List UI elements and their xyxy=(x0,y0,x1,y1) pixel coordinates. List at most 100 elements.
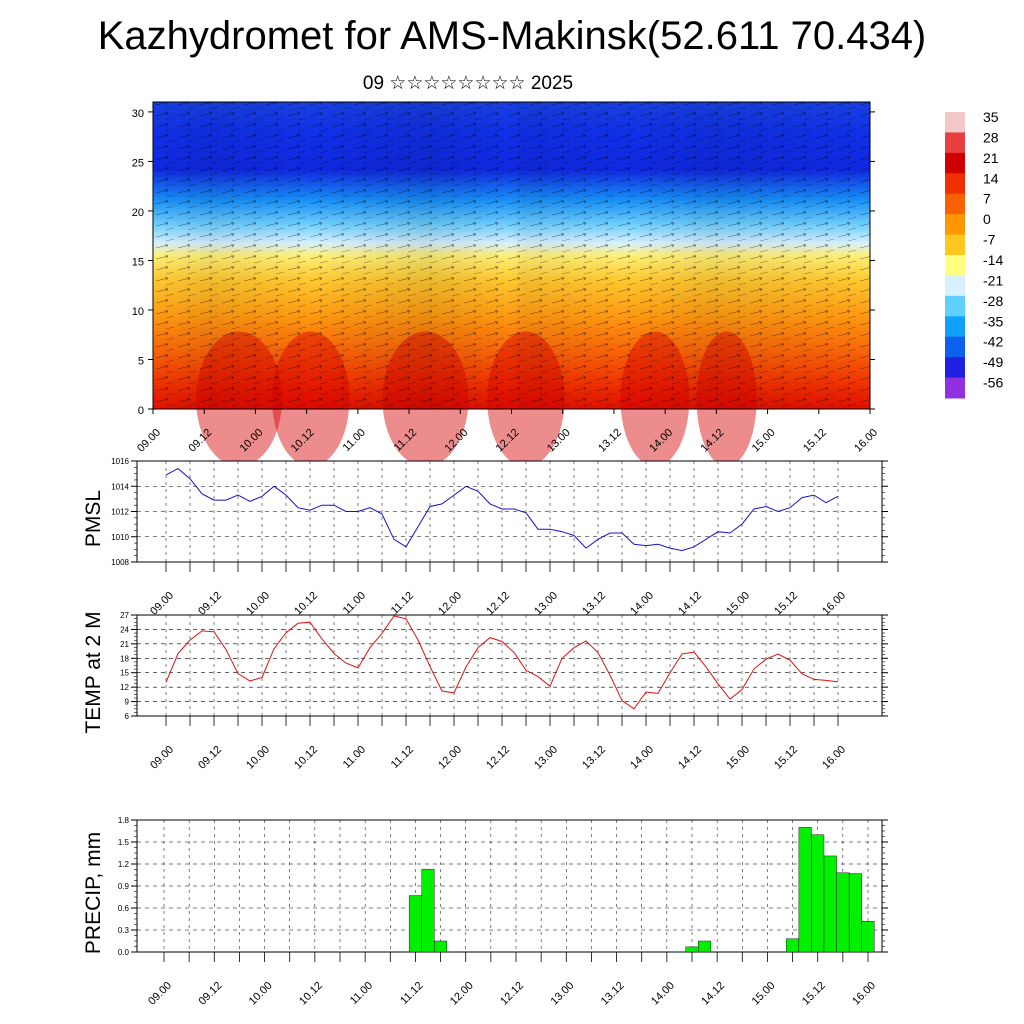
precip-bar xyxy=(836,872,850,953)
colorbar-swatch xyxy=(945,214,965,236)
precip-bar xyxy=(685,946,699,953)
colorbar-swatch xyxy=(945,173,965,195)
pmsl-ylabel: PMSL xyxy=(82,490,105,547)
temp-ytick-label: 21 xyxy=(120,640,129,649)
precip-xtick-label: 15.12 xyxy=(800,980,828,1008)
heatmap-ytick-label: 0 xyxy=(138,405,144,417)
pmsl-series-line xyxy=(165,468,839,552)
precip-bar xyxy=(434,940,448,953)
colorbar-label: -7 xyxy=(983,232,996,248)
temp-xtick-label: 12.00 xyxy=(436,744,464,772)
pmsl-ytick-label: 1010 xyxy=(111,533,129,542)
pmsl-chart: 1008 1010 1012 1014 1016 09.00 09.12 10.00 10.12… xyxy=(82,457,888,618)
temp-ytick-label: 6 xyxy=(125,712,130,721)
precip-ytick-label: 0.0 xyxy=(118,948,130,957)
colorbar-label: -14 xyxy=(983,252,1003,268)
colorbar-swatch xyxy=(945,316,965,338)
heatmap-ytick-label: 15 xyxy=(132,256,144,268)
precip-xtick-label: 09.12 xyxy=(196,980,224,1008)
precip-frame xyxy=(136,819,883,953)
colorbar-label: 21 xyxy=(983,150,999,166)
pmsl-xtick-label: 15.00 xyxy=(724,590,752,618)
heatmap-ytick-label: 10 xyxy=(132,306,144,318)
colorbar-swatch xyxy=(945,336,965,358)
temp-ytick-label: 18 xyxy=(120,654,129,663)
precip-xtick-label: 14.00 xyxy=(649,980,677,1008)
temp-xtick-label: 10.12 xyxy=(292,744,320,772)
colorbar-label: 35 xyxy=(983,109,999,125)
precip-chart: 0.0 0.3 0.6 0.9 1.2 1.5 1.8 09.00 09.12 10.00 10.1… xyxy=(82,816,888,1008)
precip-ytick-label: 1.8 xyxy=(118,816,130,825)
temp-chart: 6 9 12 15 18 21 24 27 09.00 09.12 10.00 10.12 11.00 1… xyxy=(82,611,888,772)
pmsl-xtick-label: 13.12 xyxy=(580,590,608,618)
heatmap-xtick-label: 13.12 xyxy=(596,427,624,455)
precip-xtick-label: 14.12 xyxy=(699,980,727,1008)
heatmap-ytick-label: 30 xyxy=(132,108,144,120)
colorbar-label: 0 xyxy=(983,211,991,227)
temp-xtick-label: 11.00 xyxy=(341,744,368,771)
colorbar-swatch xyxy=(945,152,965,174)
temp-xtick-label: 09.12 xyxy=(196,744,224,772)
precip-bar xyxy=(698,940,712,953)
pmsl-ytick-label: 1012 xyxy=(111,508,129,517)
pmsl-xtick-label: 10.00 xyxy=(244,590,272,618)
colorbar-swatch xyxy=(945,193,965,215)
pmsl-ytick-label: 1014 xyxy=(111,482,129,491)
precip-ytick-label: 0.6 xyxy=(118,904,130,913)
colorbar-swatch xyxy=(945,234,965,256)
precip-xtick-label: 09.00 xyxy=(146,980,174,1008)
heatmap-xtick-label: 15.12 xyxy=(801,427,829,455)
temp-ytick-label: 12 xyxy=(120,683,129,692)
pmsl-xtick-label: 09.12 xyxy=(196,590,224,618)
temp-xtick-label: 14.12 xyxy=(676,744,704,772)
heatmap-xtick-label: 09.00 xyxy=(135,427,163,455)
colorbar-label: -35 xyxy=(983,313,1003,329)
pmsl-xtick-label: 12.12 xyxy=(484,590,512,618)
temp-xtick-label: 14.00 xyxy=(628,744,656,772)
pmsl-xtick-label: 15.12 xyxy=(772,590,800,618)
heatmap-ytick-label: 5 xyxy=(138,355,144,367)
colorbar-label: -28 xyxy=(983,293,1003,309)
temp-xtick-label: 09.00 xyxy=(148,744,176,772)
colorbar-label: 14 xyxy=(983,170,999,186)
pmsl-ytick-label: 1016 xyxy=(111,457,129,466)
temp-xtick-label: 16.00 xyxy=(820,744,848,772)
precip-ytick-label: 0.9 xyxy=(118,882,130,891)
precip-xtick-label: 10.00 xyxy=(247,980,275,1008)
precip-xtick-label: 13.00 xyxy=(548,980,576,1008)
precip-ytick-label: 1.5 xyxy=(118,838,130,847)
precip-bar xyxy=(798,827,812,953)
precip-ylabel: PRECIP, mm xyxy=(82,832,105,954)
precip-ytick-label: 1.2 xyxy=(118,860,130,869)
temp-ylabel: TEMP at 2 M xyxy=(82,611,105,733)
colorbar-swatch xyxy=(945,112,965,133)
temp-xtick-label: 15.12 xyxy=(772,744,800,772)
temp-ytick-label: 15 xyxy=(120,669,129,678)
colorbar-label: 28 xyxy=(983,129,999,145)
precip-bar xyxy=(786,938,800,953)
heatmap-xtick-label: 16.00 xyxy=(852,427,880,455)
temp-series-line xyxy=(165,615,839,710)
precip-xtick-label: 12.00 xyxy=(448,980,476,1008)
precip-xtick-label: 13.12 xyxy=(599,980,627,1008)
precip-xtick-label: 11.12 xyxy=(398,980,425,1007)
pmsl-xtick-label: 09.00 xyxy=(148,590,176,618)
temp-xtick-label: 12.12 xyxy=(484,744,512,772)
pmsl-xtick-label: 14.00 xyxy=(628,590,656,618)
pmsl-xtick-label: 11.00 xyxy=(341,590,368,617)
colorbar-label: -21 xyxy=(983,272,1003,288)
page-title: Kazhydromet for AMS-Makinsk(52.611 70.43… xyxy=(97,14,927,58)
temp-xtick-label: 10.00 xyxy=(244,744,272,772)
precip-bar xyxy=(848,873,862,953)
pmsl-xtick-label: 12.00 xyxy=(436,590,464,618)
colorbar-swatch xyxy=(945,295,965,317)
pmsl-xtick-label: 13.00 xyxy=(532,590,560,618)
temp-xtick-label: 13.12 xyxy=(580,744,608,772)
colorbar-swatch xyxy=(945,377,965,399)
pmsl-xtick-label: 16.00 xyxy=(820,590,848,618)
colorbar-swatch xyxy=(945,357,965,379)
precip-bar xyxy=(408,895,422,953)
colorbar-swatch xyxy=(945,255,965,276)
